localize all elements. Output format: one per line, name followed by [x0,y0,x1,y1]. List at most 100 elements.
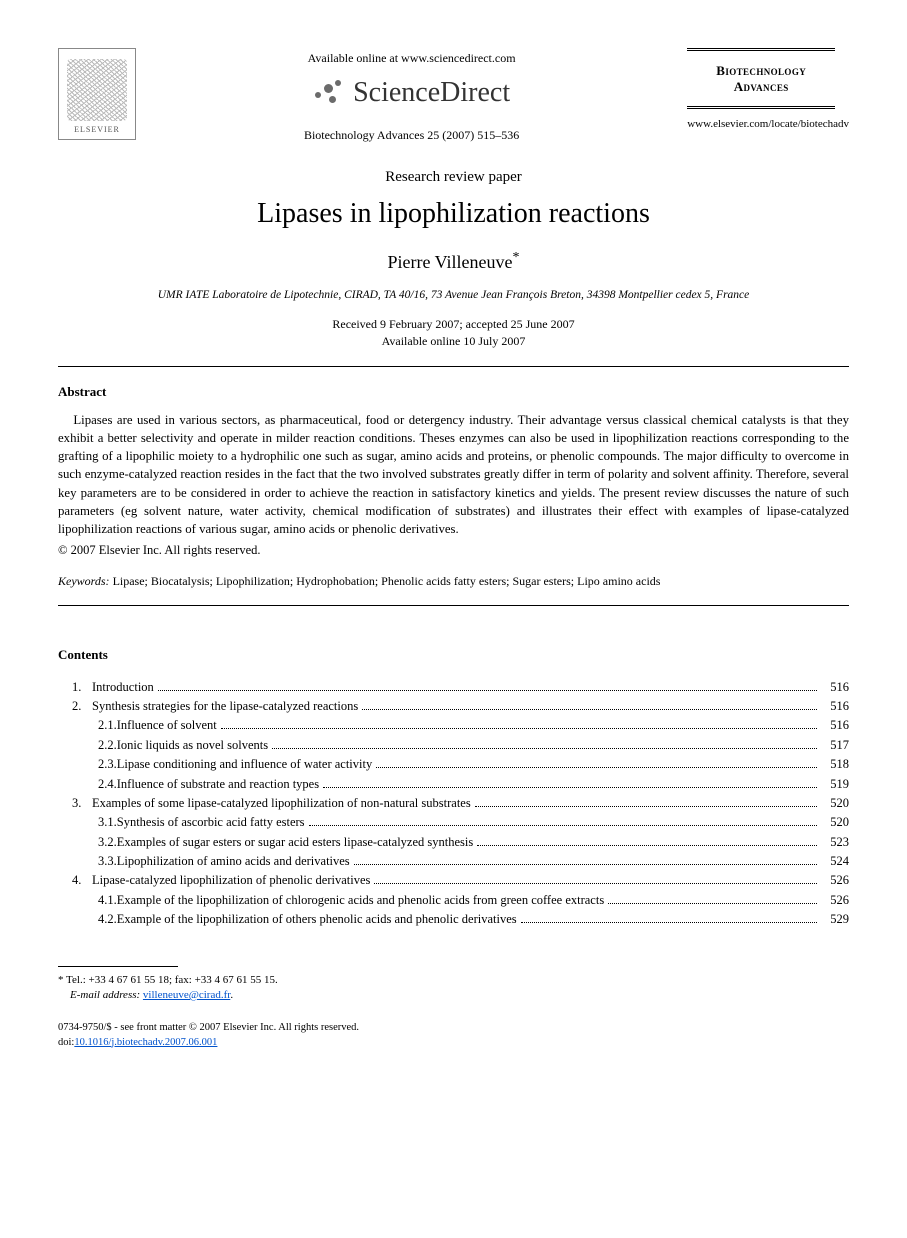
toc-leader-dots [272,741,817,749]
toc-page: 517 [821,736,849,755]
toc-page: 516 [821,678,849,697]
toc-leader-dots [309,819,817,827]
paper-type: Research review paper [58,167,849,187]
elsevier-label: ELSEVIER [74,125,120,136]
toc-page: 523 [821,833,849,852]
toc-row: 3.Examples of some lipase-catalyzed lipo… [58,794,849,813]
page-header: ELSEVIER Available online at www.science… [58,48,849,143]
toc-title: Synthesis strategies for the lipase-cata… [92,697,358,716]
toc-leader-dots [477,838,817,846]
front-matter-line: 0734-9750/$ - see front matter © 2007 El… [58,1021,849,1035]
elsevier-tree-icon [67,59,127,121]
header-center: Available online at www.sciencedirect.co… [154,48,669,143]
footnote-tel-fax: Tel.: +33 4 67 61 55 18; fax: +33 4 67 6… [64,974,278,986]
contents-heading: Contents [58,646,849,664]
journal-name-line1: Biotechnology [691,63,831,79]
journal-name-line2: Advances [691,79,831,95]
toc-row: 4.1.Example of the lipophilization of ch… [58,891,849,910]
divider [58,366,849,367]
toc-number: 4. [58,871,92,890]
abstract-heading: Abstract [58,383,849,401]
toc-leader-dots [521,916,817,924]
toc-page: 516 [821,716,849,735]
available-online-text: Available online at www.sciencedirect.co… [154,50,669,66]
toc-row: 1.Introduction 516 [58,678,849,697]
toc-title: Example of the lipophilization of others… [117,910,517,929]
toc-title: Examples of sugar esters or sugar acid e… [117,833,473,852]
toc-row: 2.Synthesis strategies for the lipase-ca… [58,697,849,716]
toc-row: 3.3.Lipophilization of amino acids and d… [58,852,849,871]
toc-row: 2.4.Influence of substrate and reaction … [58,775,849,794]
footnote-contact: * Tel.: +33 4 67 61 55 18; fax: +33 4 67… [58,973,849,988]
toc-number: 2.4. [58,775,117,794]
toc-row: 2.3.Lipase conditioning and influence of… [58,755,849,774]
toc-row: 2.1.Influence of solvent516 [58,716,849,735]
toc-leader-dots [362,703,817,711]
toc-title: Lipophilization of amino acids and deriv… [117,852,350,871]
toc-list: 1.Introduction5162.Synthesis strategies … [58,678,849,930]
toc-number: 2. [58,697,92,716]
toc-number: 4.1. [58,891,117,910]
toc-leader-dots [475,799,817,807]
author-name: Pierre Villeneuve* [58,249,849,274]
toc-title: Ionic liquids as novel solvents [117,736,268,755]
doi-label: doi: [58,1037,74,1048]
toc-leader-dots [323,780,817,788]
toc-title: Lipase-catalyzed lipophilization of phen… [92,871,370,890]
toc-number: 3.2. [58,833,117,852]
toc-page: 516 [821,697,849,716]
toc-row: 4.2.Example of the lipophilization of ot… [58,910,849,929]
contents-section: Contents 1.Introduction5162.Synthesis st… [58,646,849,929]
toc-page: 518 [821,755,849,774]
locate-url: www.elsevier.com/locate/biotechadv [687,117,849,132]
sciencedirect-logo: ScienceDirect [313,74,510,112]
page-bottom: 0734-9750/$ - see front matter © 2007 El… [58,1021,849,1049]
abstract-section: Abstract Lipases are used in various sec… [58,383,849,589]
toc-page: 526 [821,891,849,910]
toc-page: 529 [821,910,849,929]
sciencedirect-text: ScienceDirect [353,74,510,112]
toc-title: Example of the lipophilization of chloro… [117,891,604,910]
toc-row: 3.2.Examples of sugar esters or sugar ac… [58,833,849,852]
email-label: E-mail address: [70,989,140,1001]
corresponding-footnote: * Tel.: +33 4 67 61 55 18; fax: +33 4 67… [58,973,849,1004]
toc-number: 2.2. [58,736,117,755]
article-dates: Received 9 February 2007; accepted 25 Ju… [58,316,849,351]
toc-number: 1. [58,678,92,697]
toc-page: 520 [821,813,849,832]
toc-title: Examples of some lipase-catalyzed lipoph… [92,794,471,813]
journal-reference: Biotechnology Advances 25 (2007) 515–536 [154,127,669,143]
toc-title: Synthesis of ascorbic acid fatty esters [117,813,305,832]
toc-row: 4.Lipase-catalyzed lipophilization of ph… [58,871,849,890]
toc-leader-dots [374,877,817,885]
keywords-label: Keywords: [58,574,110,588]
toc-leader-dots [376,761,817,769]
abstract-body: Lipases are used in various sectors, as … [58,411,849,538]
toc-title: Lipase conditioning and influence of wat… [117,755,372,774]
author-text: Pierre Villeneuve [387,252,512,272]
elsevier-logo: ELSEVIER [58,48,136,140]
keywords-text: Lipase; Biocatalysis; Lipophilization; H… [110,574,661,588]
toc-page: 526 [821,871,849,890]
toc-number: 2.3. [58,755,117,774]
header-right: Biotechnology Advances www.elsevier.com/… [687,48,849,132]
divider [58,605,849,606]
toc-page: 519 [821,775,849,794]
article-title: Lipases in lipophilization reactions [58,195,849,233]
email-link[interactable]: villeneuve@cirad.fr [143,989,230,1001]
doi-line: doi:10.1016/j.biotechadv.2007.06.001 [58,1036,849,1050]
toc-title: Introduction [92,678,154,697]
toc-number: 3. [58,794,92,813]
abstract-copyright: © 2007 Elsevier Inc. All rights reserved… [58,542,849,559]
toc-number: 3.1. [58,813,117,832]
sciencedirect-dots-icon [313,78,343,108]
toc-leader-dots [354,858,817,866]
toc-number: 2.1. [58,716,117,735]
doi-link[interactable]: 10.1016/j.biotechadv.2007.06.001 [74,1037,217,1048]
toc-leader-dots [221,722,817,730]
toc-page: 524 [821,852,849,871]
journal-title-box: Biotechnology Advances [687,48,835,109]
affiliation: UMR IATE Laboratoire de Lipotechnie, CIR… [58,288,849,304]
corresponding-mark-icon: * [513,250,520,265]
toc-title: Influence of substrate and reaction type… [117,775,319,794]
